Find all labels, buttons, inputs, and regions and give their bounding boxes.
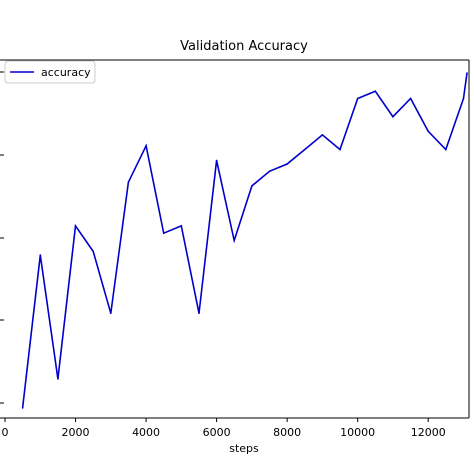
data-point — [286, 163, 288, 165]
plot-axes — [0, 59, 470, 419]
data-point — [374, 90, 377, 92]
data-point — [233, 239, 235, 242]
x-tick-label: 2000 — [62, 426, 90, 439]
data-point — [39, 254, 42, 256]
data-point — [321, 134, 324, 136]
data-point — [392, 115, 394, 118]
data-point — [145, 145, 147, 147]
series-layer — [21, 72, 468, 409]
data-point — [304, 148, 306, 151]
data-point — [409, 97, 412, 100]
data-point — [462, 97, 465, 100]
data-point — [356, 97, 359, 100]
data-point — [466, 72, 468, 74]
data-point — [251, 185, 253, 187]
data-point — [339, 148, 341, 151]
x-tick-label: 6000 — [203, 426, 231, 439]
x-tick-label: 12000 — [411, 426, 446, 439]
data-point — [110, 312, 112, 315]
y-ticks — [0, 71, 4, 404]
x-tick-label: 10000 — [340, 426, 375, 439]
data-point — [268, 170, 271, 173]
data-point — [57, 378, 59, 380]
data-point — [127, 181, 130, 183]
data-point — [445, 148, 447, 151]
data-point — [198, 312, 200, 315]
legend-box — [4, 60, 96, 84]
data-point — [180, 225, 183, 227]
x-tick-label: 0 — [2, 426, 9, 439]
series-line-accuracy — [21, 72, 468, 409]
chart-title: Validation Accuracy — [180, 39, 308, 54]
data-point — [74, 225, 77, 227]
data-point — [92, 250, 94, 253]
x-axis-label: steps — [229, 442, 259, 455]
data-point — [215, 159, 218, 162]
data-point — [162, 232, 165, 234]
data-point — [21, 407, 24, 409]
x-tick-label: 4000 — [132, 426, 160, 439]
data-point — [427, 130, 430, 133]
x-ticks: 0 2000 4000 6000 8000 10000 12000 — [2, 418, 446, 439]
legend: accuracy — [4, 60, 96, 84]
legend-label: accuracy — [41, 66, 91, 79]
x-tick-label: 8000 — [273, 426, 301, 439]
